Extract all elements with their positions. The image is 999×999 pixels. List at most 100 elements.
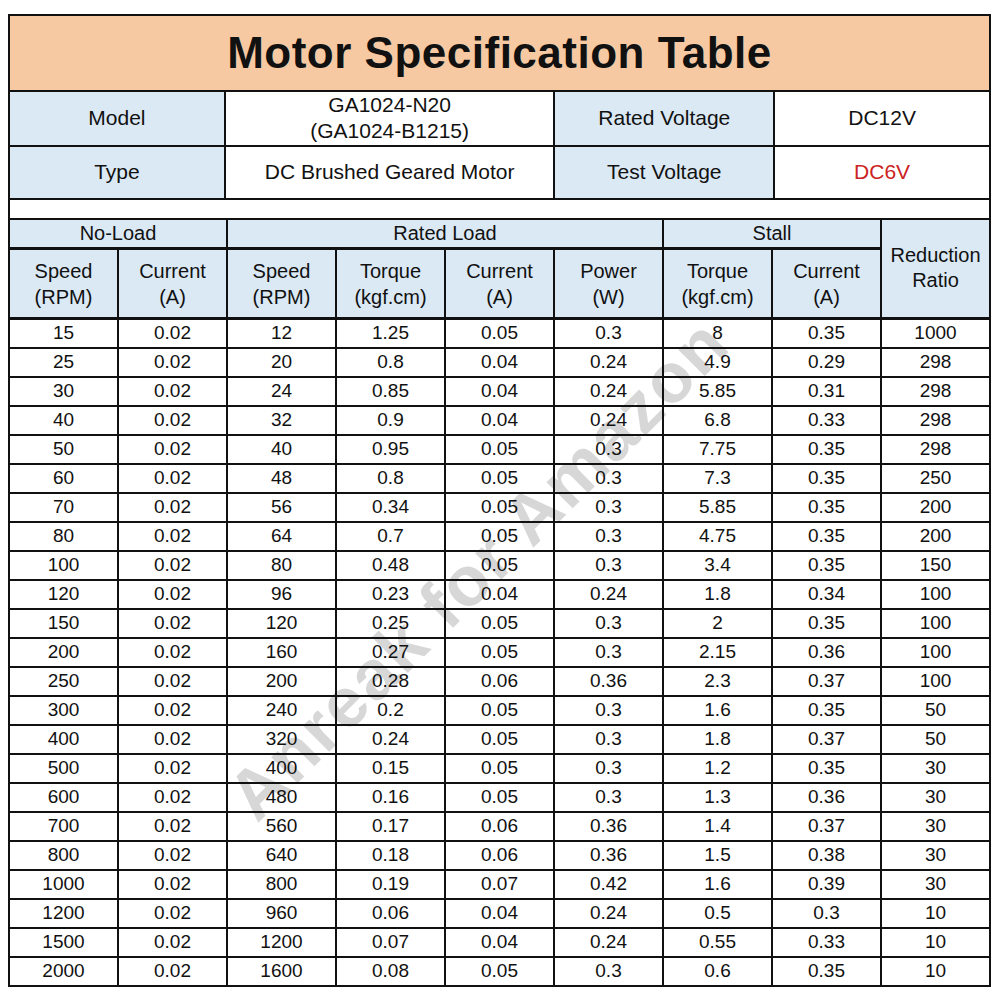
spec-cell: 298 [881, 406, 990, 435]
spec-cell: 0.02 [118, 464, 227, 493]
spec-cell: 50 [9, 435, 118, 464]
spec-cell: 0.02 [118, 638, 227, 667]
group-header-stall: Stall [663, 219, 881, 249]
spec-cell: 0.15 [336, 754, 445, 783]
spec-cell: 0.05 [445, 638, 554, 667]
column-header-reduction-ratio: Reduction Ratio [881, 219, 990, 319]
spec-cell: 0.08 [336, 957, 445, 986]
spec-cell: 0.02 [118, 580, 227, 609]
spec-cell: 0.42 [554, 870, 663, 899]
spec-cell: 0.35 [772, 435, 881, 464]
spec-cell: 0.7 [336, 522, 445, 551]
spec-cell: 480 [227, 783, 336, 812]
spec-table-body: 150.02121.250.050.380.351000250.02200.80… [9, 319, 990, 986]
spec-cell: 30 [9, 377, 118, 406]
spec-cell: 0.23 [336, 580, 445, 609]
table-row: 10000.028000.190.070.421.60.3930 [9, 870, 990, 899]
spec-cell: 30 [881, 812, 990, 841]
column-header-rated-power: Power (W) [554, 249, 663, 319]
spec-cell: 0.06 [445, 667, 554, 696]
spec-cell: 0.3 [554, 319, 663, 348]
table-row: 1200.02960.230.040.241.80.34100 [9, 580, 990, 609]
spec-cell: 0.07 [445, 870, 554, 899]
spec-cell: 0.33 [772, 406, 881, 435]
spec-cell: 560 [227, 812, 336, 841]
spec-cell: 0.3 [554, 783, 663, 812]
page-title: Motor Specification Table [8, 14, 991, 90]
table-row: 250.02200.80.040.244.90.29298 [9, 348, 990, 377]
column-header-rated-current: Current (A) [445, 249, 554, 319]
spec-cell: 0.02 [118, 957, 227, 986]
rated-voltage-value: DC12V [774, 91, 990, 146]
spec-cell: 6.8 [663, 406, 772, 435]
spec-cell: 0.02 [118, 725, 227, 754]
spec-cell: 0.05 [445, 464, 554, 493]
test-voltage-label: Test Voltage [554, 146, 774, 199]
table-row: 1000.02800.480.050.33.40.35150 [9, 551, 990, 580]
spec-cell: 100 [9, 551, 118, 580]
spec-cell: 0.34 [336, 493, 445, 522]
spec-cell: 0.24 [554, 580, 663, 609]
table-row: 5000.024000.150.050.31.20.3530 [9, 754, 990, 783]
spec-cell: 0.06 [445, 841, 554, 870]
spec-cell: 0.35 [772, 493, 881, 522]
spec-cell: 640 [227, 841, 336, 870]
spec-cell: 0.24 [554, 377, 663, 406]
spec-cell: 0.36 [772, 783, 881, 812]
spec-cell: 5.85 [663, 493, 772, 522]
spec-cell: 1.6 [663, 696, 772, 725]
spec-cell: 0.3 [554, 493, 663, 522]
spec-cell: 0.05 [445, 696, 554, 725]
spec-cell: 0.6 [663, 957, 772, 986]
spec-sheet: Anreak for Amazon Motor Specification Ta… [8, 14, 991, 987]
spec-cell: 200 [881, 493, 990, 522]
spec-cell: 2 [663, 609, 772, 638]
spec-cell: 0.06 [336, 899, 445, 928]
spec-cell: 100 [881, 638, 990, 667]
spec-cell: 298 [881, 377, 990, 406]
spec-cell: 1.8 [663, 725, 772, 754]
spec-cell: 0.02 [118, 754, 227, 783]
spec-cell: 0.3 [554, 435, 663, 464]
table-row: 2500.022000.280.060.362.30.37100 [9, 667, 990, 696]
spec-cell: 298 [881, 348, 990, 377]
spec-cell: 120 [227, 609, 336, 638]
spec-cell: 1.4 [663, 812, 772, 841]
spec-cell: 40 [227, 435, 336, 464]
spec-cell: 0.28 [336, 667, 445, 696]
spec-cell: 20 [227, 348, 336, 377]
spec-cell: 0.3 [554, 551, 663, 580]
spec-cell: 0.3 [554, 522, 663, 551]
spec-cell: 320 [227, 725, 336, 754]
table-row: 4000.023200.240.050.31.80.3750 [9, 725, 990, 754]
spec-cell: 0.48 [336, 551, 445, 580]
spec-cell: 0.55 [663, 928, 772, 957]
spec-cell: 100 [881, 580, 990, 609]
spec-cell: 0.24 [554, 899, 663, 928]
spec-cell: 1.3 [663, 783, 772, 812]
spec-cell: 0.02 [118, 319, 227, 348]
spec-cell: 50 [881, 696, 990, 725]
spec-cell: 0.25 [336, 609, 445, 638]
spec-cell: 0.04 [445, 899, 554, 928]
spec-cell: 200 [227, 667, 336, 696]
spec-cell: 0.3 [554, 696, 663, 725]
table-row: 3000.022400.20.050.31.60.3550 [9, 696, 990, 725]
spec-cell: 0.02 [118, 522, 227, 551]
spec-cell: 0.39 [772, 870, 881, 899]
spec-cell: 0.5 [663, 899, 772, 928]
column-header-noload-current: Current (A) [118, 249, 227, 319]
spec-cell: 0.04 [445, 928, 554, 957]
spec-cell: 0.3 [772, 899, 881, 928]
spec-cell: 48 [227, 464, 336, 493]
spec-cell: 0.38 [772, 841, 881, 870]
spec-cell: 0.27 [336, 638, 445, 667]
spec-table: No-Load Rated Load Stall Reduction Ratio… [8, 218, 991, 987]
spec-cell: 0.05 [445, 957, 554, 986]
spec-cell: 2.15 [663, 638, 772, 667]
spec-cell: 10 [881, 928, 990, 957]
spec-cell: 0.3 [554, 754, 663, 783]
spec-cell: 0.36 [772, 638, 881, 667]
column-header-noload-speed: Speed (RPM) [9, 249, 118, 319]
spec-cell: 400 [227, 754, 336, 783]
